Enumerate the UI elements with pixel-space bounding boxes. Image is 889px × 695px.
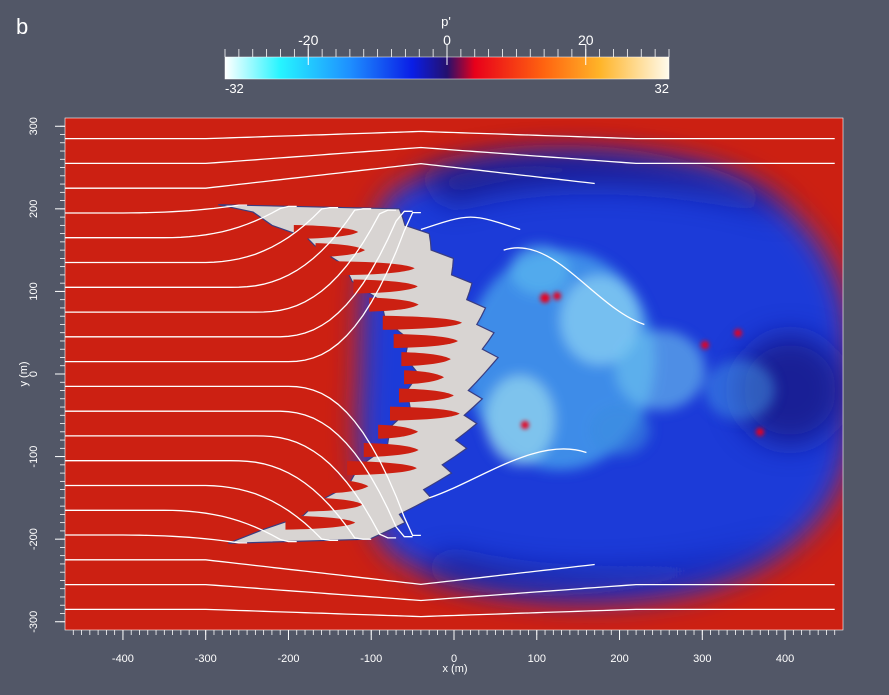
- streamline: [65, 211, 421, 363]
- combustion-finger: [382, 315, 462, 330]
- x-tick-label: -200: [277, 653, 299, 665]
- combustion-fingers: [285, 224, 462, 530]
- streamline: [65, 385, 421, 537]
- combustion-finger: [307, 497, 363, 512]
- combustion-finger: [401, 352, 451, 367]
- combustion-finger: [285, 515, 356, 530]
- streamline: [65, 204, 248, 214]
- combustion-finger: [369, 297, 419, 312]
- streamline: [65, 209, 397, 313]
- y-axis: -300 -200 -100 0 100 200 300: [28, 117, 65, 633]
- colorbar: p' -20 0 20 -32 32: [224, 14, 670, 96]
- streamline: [65, 208, 372, 288]
- combustion-finger: [363, 442, 419, 457]
- y-tick-label: 100: [28, 282, 40, 300]
- deep-negative-region: [420, 153, 843, 588]
- combustion-finger: [378, 424, 419, 439]
- x-axis: -400 -300 -200 -100 0 100 200 300 400: [72, 630, 836, 665]
- combustion-finger: [389, 406, 460, 421]
- x-axis-label: x (m): [442, 663, 467, 675]
- combustion-finger: [347, 461, 417, 476]
- colorbar-tick-label: 0: [443, 32, 451, 48]
- streamlines: [65, 130, 835, 618]
- x-tick-label: 100: [528, 653, 546, 665]
- panel-label: b: [16, 14, 29, 39]
- plume-streamline: [503, 247, 645, 326]
- streamline: [65, 162, 595, 189]
- plume-turbulence: [465, 245, 775, 470]
- colorbar-tick-label: -20: [298, 32, 318, 48]
- y-tick-label: 300: [28, 117, 40, 135]
- colorbar-title: p': [441, 14, 451, 29]
- plume-streamline: [420, 216, 521, 231]
- combustion-finger: [393, 333, 458, 348]
- streamline: [65, 146, 835, 165]
- streamline: [65, 534, 248, 544]
- y-tick-label: -300: [28, 611, 40, 633]
- x-tick-label: 0: [451, 653, 457, 665]
- colorbar-ticks: -20 0 20: [224, 32, 670, 65]
- heatmap-plot: -400 -300 -200 -100 0 100 200 300 400 -300 -200 -1…: [18, 117, 844, 675]
- y-axis-label: y (m): [18, 361, 30, 386]
- streamline: [65, 460, 372, 540]
- streamline: [65, 210, 413, 338]
- colorbar-tick-label: 20: [578, 32, 594, 48]
- streamline: [65, 206, 339, 264]
- streamline: [65, 509, 297, 543]
- x-tick-label: -100: [360, 653, 382, 665]
- streamline: [65, 410, 413, 538]
- combustion-finger: [328, 479, 369, 494]
- streamline: [65, 130, 835, 140]
- y-tick-label: -200: [28, 528, 40, 550]
- combustion-finger: [404, 370, 445, 385]
- combustion-finger: [335, 261, 415, 276]
- y-tick-label: 0: [28, 371, 40, 377]
- colorbar-min-label: -32: [225, 81, 244, 96]
- streamline: [65, 484, 339, 542]
- combustion-finger: [353, 279, 418, 294]
- hot-spots: [521, 292, 764, 436]
- colorbar-max-label: 32: [655, 81, 669, 96]
- plume-streamline: [428, 448, 587, 499]
- combustion-finger: [398, 388, 454, 403]
- streamline: [65, 205, 297, 239]
- x-tick-label: -300: [195, 653, 217, 665]
- combustion-finger: [315, 243, 365, 258]
- x-tick-label: 200: [610, 653, 628, 665]
- x-tick-label: 300: [693, 653, 711, 665]
- y-tick-label: -100: [28, 446, 40, 468]
- x-tick-label: -400: [112, 653, 134, 665]
- streamline: [65, 583, 835, 602]
- streamline: [65, 608, 835, 618]
- x-tick-label: 400: [776, 653, 794, 665]
- y-tick-label: 200: [28, 200, 40, 218]
- streamline: [65, 435, 397, 539]
- streamline: [65, 559, 595, 586]
